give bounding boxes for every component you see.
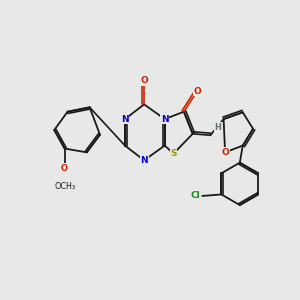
Text: N: N xyxy=(121,115,129,124)
Text: H: H xyxy=(214,122,221,131)
Text: O: O xyxy=(193,87,201,96)
Text: S: S xyxy=(170,149,177,158)
Text: O: O xyxy=(221,148,229,157)
Text: Cl: Cl xyxy=(191,191,201,200)
Text: O: O xyxy=(61,164,68,173)
Text: OCH₃: OCH₃ xyxy=(54,182,75,191)
Text: N: N xyxy=(161,115,169,124)
Text: N: N xyxy=(140,156,148,165)
Text: O: O xyxy=(140,76,148,85)
